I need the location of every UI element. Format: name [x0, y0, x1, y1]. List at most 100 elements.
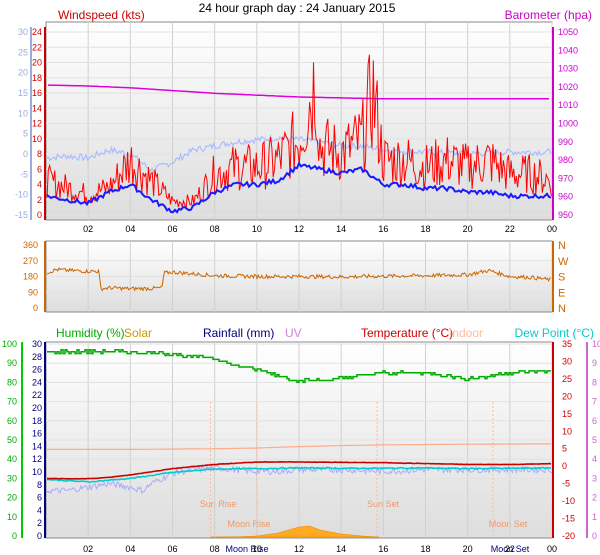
- legend-rainfall: Rainfall (mm): [203, 326, 274, 340]
- uv-axis-tick: 9: [592, 358, 597, 368]
- compass-label: N: [558, 240, 566, 252]
- humidity-axis-tick: 30: [7, 473, 17, 483]
- compass-label: S: [558, 272, 565, 284]
- rainfall-axis-tick: 18: [32, 416, 42, 426]
- series-humidity: [47, 349, 551, 384]
- x-tick-label: 08: [210, 544, 220, 554]
- wind-axis-tick: 22: [32, 42, 42, 52]
- wind-axis-tick: 24: [32, 27, 42, 37]
- rainfall-axis-tick: 28: [32, 352, 42, 362]
- rainfall-axis-tick: 30: [32, 339, 42, 349]
- x-tick-label: 20: [463, 224, 473, 234]
- x-tick-label: 06: [167, 224, 177, 234]
- humidity-axis-tick: 70: [7, 397, 17, 407]
- humidity-axis-tick: 60: [7, 416, 17, 426]
- rainfall-axis-tick: 16: [32, 429, 42, 439]
- direction-axis-tick: 270: [23, 256, 38, 266]
- baro-axis-label: Barometer (hpa): [505, 8, 592, 22]
- x-tick-label: 02: [83, 544, 93, 554]
- baro-axis-tick: 1030: [558, 64, 578, 74]
- temp-axis-tick: 20: [18, 68, 28, 78]
- baro-axis-tick: 1040: [558, 45, 578, 55]
- wind-axis-tick: 6: [37, 164, 42, 174]
- rainfall-axis-tick: 22: [32, 390, 42, 400]
- rainfall-axis-tick: 10: [32, 467, 42, 477]
- x-tick-label: 04: [125, 224, 135, 234]
- x-tick-label: 14: [336, 544, 346, 554]
- uv-axis-tick: 6: [592, 416, 597, 426]
- legend-uv: UV: [285, 326, 302, 340]
- wind-axis-tick: 10: [32, 134, 42, 144]
- x-tick-label: 22: [505, 224, 515, 234]
- direction-axis-tick: 360: [23, 240, 38, 250]
- series-wind-chill: [46, 464, 552, 495]
- rainfall-axis-tick: 6: [37, 493, 42, 503]
- temperature-axis-tick: -5: [562, 479, 570, 489]
- x-tick-label: 12: [294, 224, 304, 234]
- wind-axis-tick: 12: [32, 119, 42, 129]
- humidity-axis-tick: 0: [12, 531, 17, 541]
- temperature-axis-tick: 0: [562, 461, 567, 471]
- legend-dew-point: Dew Point (°C): [515, 326, 594, 340]
- compass-label: N: [558, 303, 566, 315]
- wind-axis-tick: 2: [37, 195, 42, 205]
- uv-axis-tick: 7: [592, 397, 597, 407]
- x-tick-label: 16: [378, 544, 388, 554]
- humidity-axis-tick: 80: [7, 377, 17, 387]
- wind-axis-tick: 0: [37, 210, 42, 220]
- wind-axis-tick: 8: [37, 149, 42, 159]
- temperature-axis-tick: 5: [562, 444, 567, 454]
- x-tick-label: 20: [463, 544, 473, 554]
- wind-axis-tick: 16: [32, 88, 42, 98]
- x-tick-label: 02: [83, 224, 93, 234]
- series-temperature: [46, 460, 552, 480]
- x-tick-label: 12: [294, 544, 304, 554]
- baro-axis-tick: 1010: [558, 100, 578, 110]
- direction-axis-tick: 90: [28, 287, 38, 297]
- x-tick-label: 16: [378, 224, 388, 234]
- rainfall-axis-tick: 20: [32, 403, 42, 413]
- bottom-moon-rise-label: Moon Rise: [225, 544, 268, 554]
- compass-label: E: [558, 287, 565, 299]
- baro-axis-tick: 960: [558, 192, 573, 202]
- uv-axis-tick: 4: [592, 454, 597, 464]
- direction-axis-tick: 0: [33, 303, 38, 313]
- x-tick-label: 22: [505, 544, 515, 554]
- baro-axis-tick: 1050: [558, 27, 578, 37]
- temp-axis-tick: 10: [18, 108, 28, 118]
- series-dew-point: [46, 466, 552, 483]
- rainfall-axis-tick: 12: [32, 454, 42, 464]
- temp-axis-tick: -10: [15, 190, 28, 200]
- humidity-axis-tick: 100: [2, 339, 17, 349]
- baro-axis-tick: 990: [558, 137, 573, 147]
- uv-axis-tick: 5: [592, 435, 597, 445]
- temperature-axis-tick: -15: [562, 514, 575, 524]
- rainfall-axis-tick: 4: [37, 505, 42, 515]
- temperature-axis-tick: -20: [562, 531, 575, 541]
- humidity-axis-tick: 50: [7, 435, 17, 445]
- compass-label: W: [558, 256, 569, 268]
- temperature-axis-tick: 20: [562, 391, 572, 401]
- legend-indoor: Indoor: [449, 326, 483, 340]
- temperature-axis-tick: 25: [562, 374, 572, 384]
- uv-axis-tick: 8: [592, 377, 597, 387]
- legend-solar: Solar: [124, 326, 152, 340]
- wind-axis-tick: 4: [37, 180, 42, 190]
- temp-axis-tick: 25: [18, 47, 28, 57]
- wind-axis-tick: 20: [32, 58, 42, 68]
- sun-rise-label: Sun Rise: [200, 499, 237, 509]
- temp-axis-tick: 30: [18, 27, 28, 37]
- humidity-axis-tick: 10: [7, 512, 17, 522]
- x-tick-label: 14: [336, 224, 346, 234]
- direction-axis-tick: 180: [23, 272, 38, 282]
- rainfall-axis-tick: 0: [37, 531, 42, 541]
- temperature-axis-tick: -10: [562, 496, 575, 506]
- temperature-axis-tick: 35: [562, 339, 572, 349]
- humidity-axis-tick: 40: [7, 454, 17, 464]
- x-tick-label: 18: [420, 224, 430, 234]
- x-tick-label: 04: [125, 544, 135, 554]
- moon-rise-label: Moon Rise: [227, 519, 270, 529]
- rainfall-axis-tick: 8: [37, 480, 42, 490]
- legend-temperature: Temperature (°C): [361, 326, 453, 340]
